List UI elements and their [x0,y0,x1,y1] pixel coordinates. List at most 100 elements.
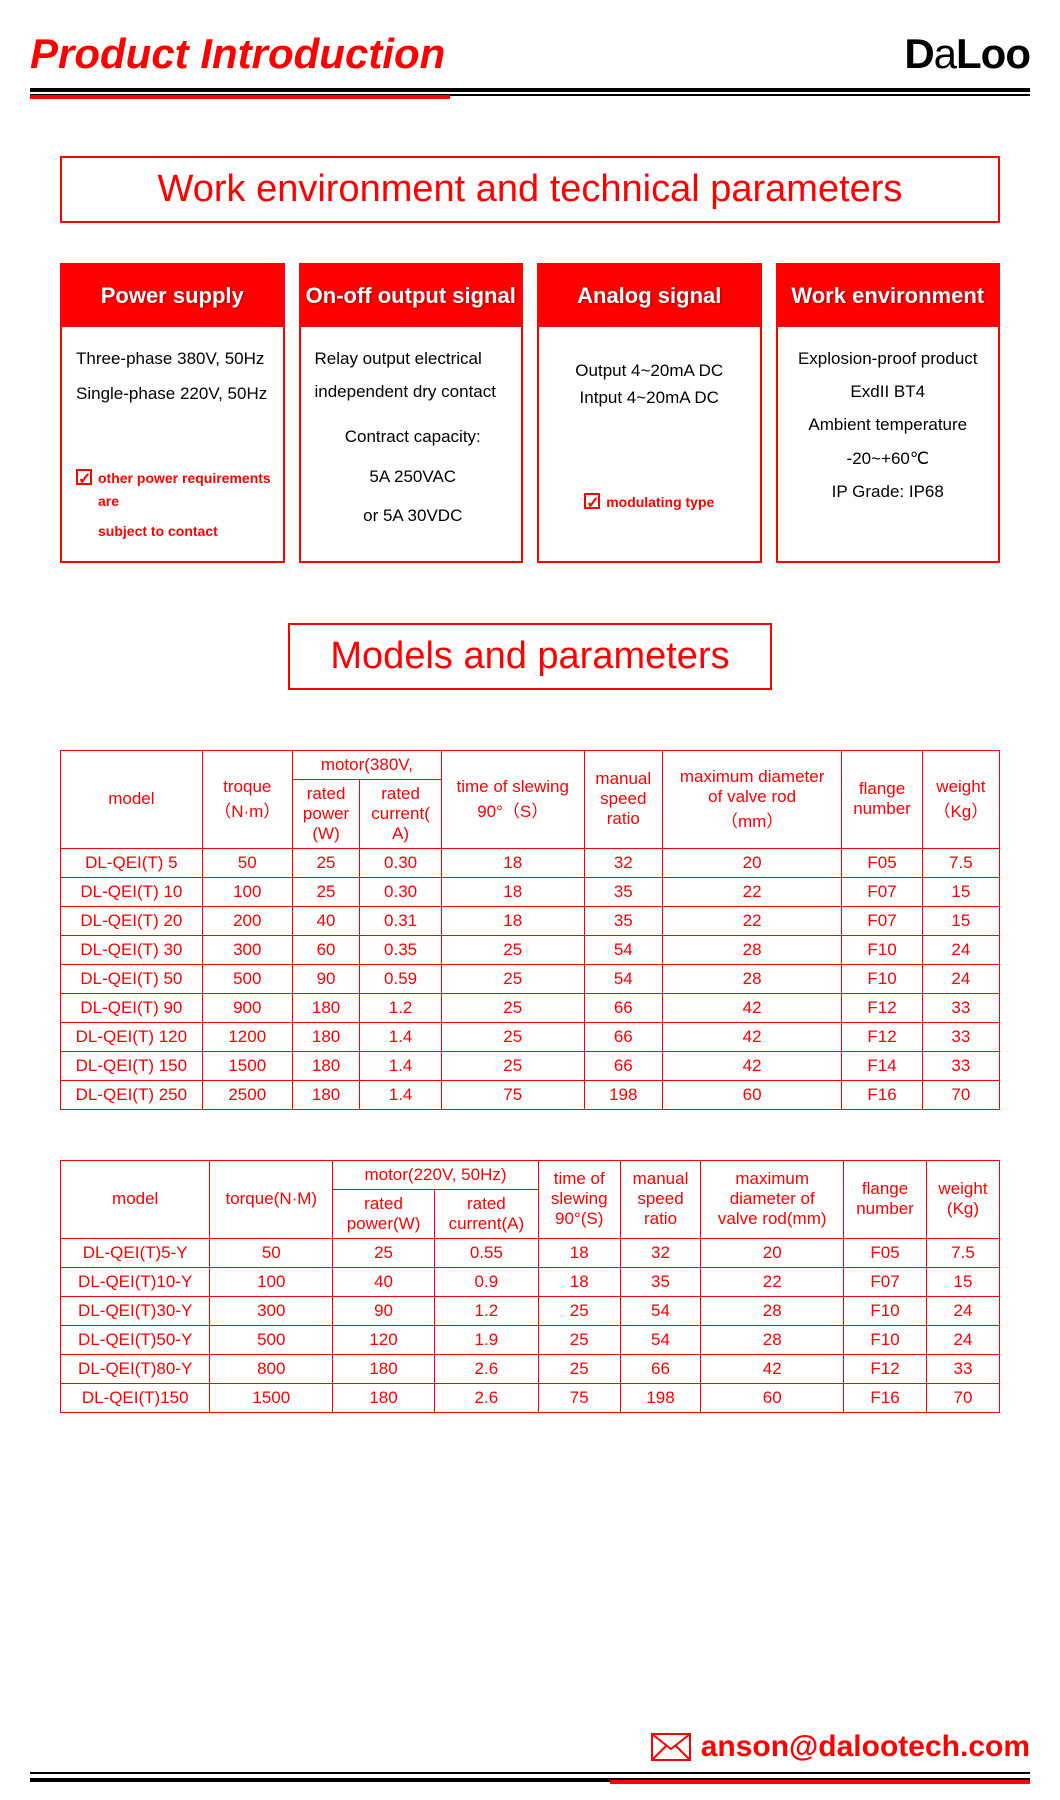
th-maxdiam: maximum diameterof valve rod（mm） [662,750,841,848]
table-cell: 50 [210,1238,333,1267]
table-row: DL-QEI(T)15015001802.67519860F1670 [61,1383,1000,1412]
card-line: Explosion-proof product [788,345,989,372]
table-cell: 28 [701,1296,844,1325]
footer-divider [30,1772,1030,1780]
table-cell: 25 [538,1325,620,1354]
card-line: Relay output electrical [315,345,512,372]
table-cell: 0.31 [360,906,442,935]
table-row: DL-QEI(T) 10100250.30183522F0715 [61,877,1000,906]
th-motor-group: motor(380V, [292,750,441,779]
table-cell: F16 [842,1080,922,1109]
table-cell: 40 [333,1267,435,1296]
card-note-text: modulating type [606,491,714,513]
table-cell: 1.9 [434,1325,538,1354]
card-body: Output 4~20mA DC Intput 4~20mA DC modula… [539,327,760,561]
table-cell: 800 [210,1354,333,1383]
th-flange: flangenumber [844,1160,927,1238]
table-cell: F05 [842,848,922,877]
table-cell: 0.55 [434,1238,538,1267]
table-cell: 90 [333,1296,435,1325]
table-cell: F07 [842,877,922,906]
table-cell: 42 [662,993,841,1022]
header-divider [30,88,1030,96]
table-cell: 18 [441,848,584,877]
th-model: model [61,750,203,848]
table-cell: DL-QEI(T)5-Y [61,1238,210,1267]
th-maxdiam: maximumdiameter ofvalve rod(mm) [701,1160,844,1238]
table-cell: 75 [538,1383,620,1412]
table-cell: 1.4 [360,1022,442,1051]
table-cell: 1500 [210,1383,333,1412]
table-cell: 180 [333,1383,435,1412]
table-cell: 32 [620,1238,701,1267]
table-row: DL-QEI(T) 550250.30183220F057.5 [61,848,1000,877]
table-cell: 25 [441,964,584,993]
checkbox-icon [584,493,600,509]
table-cell: 20 [701,1238,844,1267]
table-cell: 1.2 [434,1296,538,1325]
table-cell: 54 [584,935,662,964]
table-cell: 50 [202,848,292,877]
table-row: DL-QEI(T) 25025001801.47519860F1670 [61,1080,1000,1109]
section2-title: Models and parameters [288,623,771,690]
th-manual: manualspeedratio [620,1160,701,1238]
table-cell: F12 [844,1354,927,1383]
table-cell: 60 [292,935,360,964]
table-cell: 100 [210,1267,333,1296]
table-cell: 33 [926,1354,999,1383]
params-grid: Power supply Three-phase 380V, 50Hz Sing… [0,263,1060,563]
table-row: DL-QEI(T)10-Y100400.9183522F0715 [61,1267,1000,1296]
card-line: Intput 4~20mA DC [549,384,750,411]
table-cell: 20 [662,848,841,877]
table-cell: 15 [926,1267,999,1296]
table-cell: F12 [842,1022,922,1051]
table-cell: 24 [922,964,999,993]
card-body: Explosion-proof product ExdII BT4 Ambien… [778,327,999,561]
table-cell: 1200 [202,1022,292,1051]
card-line: IP Grade: IP68 [788,478,989,505]
table-cell: F14 [842,1051,922,1080]
th-motor-group: motor(220V, 50Hz) [333,1160,539,1189]
table-cell: 66 [620,1354,701,1383]
th-rated-current: ratedcurrent(A) [434,1189,538,1238]
table-cell: 2.6 [434,1354,538,1383]
table-cell: 25 [538,1354,620,1383]
table-cell: DL-QEI(T) 30 [61,935,203,964]
table-cell: 70 [922,1080,999,1109]
card-line: Output 4~20mA DC [549,357,750,384]
card-line: Three-phase 380V, 50Hz [76,345,273,372]
table-row: DL-QEI(T) 909001801.2256642F1233 [61,993,1000,1022]
table-cell: 180 [292,1051,360,1080]
table-cell: 180 [292,993,360,1022]
table-cell: 24 [926,1296,999,1325]
card-note-line: subject to contact [98,520,273,542]
table-cell: 70 [926,1383,999,1412]
table-cell: DL-QEI(T) 250 [61,1080,203,1109]
table-cell: DL-QEI(T)80-Y [61,1354,210,1383]
card-header: Analog signal [539,265,760,327]
page-title: Product Introduction [30,30,445,78]
table-cell: 32 [584,848,662,877]
table-cell: F07 [842,906,922,935]
table-cell: 0.35 [360,935,442,964]
table-row: DL-QEI(T) 12012001801.4256642F1233 [61,1022,1000,1051]
table-cell: 66 [584,1051,662,1080]
table-cell: 300 [202,935,292,964]
table-cell: 500 [210,1325,333,1354]
table-cell: 200 [202,906,292,935]
table-cell: 180 [333,1354,435,1383]
table-cell: DL-QEI(T) 90 [61,993,203,1022]
mail-icon [651,1733,691,1761]
table-cell: 42 [662,1051,841,1080]
section1-title: Work environment and technical parameter… [60,156,1000,223]
table-cell: 28 [662,964,841,993]
card-line: independent dry contact [315,378,512,405]
table-cell: 66 [584,993,662,1022]
table-cell: 40 [292,906,360,935]
table-cell: 18 [538,1267,620,1296]
table-cell: 33 [922,1051,999,1080]
card-line: -20~+60℃ [788,445,989,472]
table-cell: 0.59 [360,964,442,993]
table-cell: DL-QEI(T) 150 [61,1051,203,1080]
checkbox-icon [76,469,92,485]
